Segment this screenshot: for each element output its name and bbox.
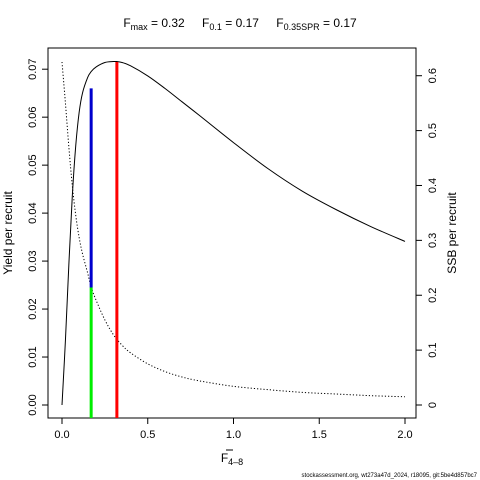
- y-right-tick-label: 0.6: [427, 68, 439, 83]
- y-right-tick-label: 0.3: [427, 233, 439, 248]
- fspr-subscript: 0.35SPR: [284, 22, 321, 32]
- y-right-tick-label: 0: [427, 402, 439, 408]
- fmax-value: = 0.32: [148, 16, 185, 30]
- plot-frame: [47, 47, 417, 419]
- y-left-tick-label: 0.02: [27, 298, 39, 319]
- y-left-tick-label: 0.03: [27, 250, 39, 271]
- f01-value: = 0.17: [222, 16, 259, 30]
- x-axis-label-sub: 4–8: [228, 457, 243, 467]
- y-left-tick-label: 0.01: [27, 346, 39, 367]
- y-left-tick-label: 0.06: [27, 106, 39, 127]
- yield-per-recruit-line: [61, 60, 406, 406]
- y-right-tick-label: 0.2: [427, 288, 439, 303]
- fspr-value: = 0.17: [320, 16, 357, 30]
- y-left-tick-label: 0.00: [27, 394, 39, 415]
- svg-text:F4–8: F4–8: [221, 451, 243, 467]
- fspr-label: F: [276, 16, 283, 30]
- x-tick-label: 2.0: [397, 429, 412, 441]
- x-tick-label: 1.5: [312, 429, 327, 441]
- x-axis-title: F4–8: [221, 449, 243, 467]
- chart-title: Fmax = 0.32 F0.1 = 0.17 F0.35SPR = 0.17: [123, 16, 357, 32]
- y-right-tick-label: 0.1: [427, 342, 439, 357]
- x-tick-label: 0.0: [54, 429, 69, 441]
- y-right-tick-label: 0.5: [427, 123, 439, 138]
- reference-lines: [89, 62, 119, 418]
- x-tick-label: 0.5: [140, 429, 155, 441]
- y-axis-right: 0 0.1 0.2 0.3 0.4 0.5 0.6: [416, 68, 439, 408]
- x-axis-label-main: F: [221, 451, 228, 465]
- fmax-label: F: [123, 16, 130, 30]
- y-right-tick-label: 0.4: [427, 178, 439, 193]
- y-left-tick-label: 0.07: [27, 58, 39, 79]
- f01-subscript: 0.1: [209, 22, 222, 32]
- y-left-tick-label: 0.05: [27, 154, 39, 175]
- y-axis-right-label: SSB per recruit: [445, 192, 459, 274]
- y-axis-left: 0.00 0.01 0.02 0.03 0.04 0.05 0.06 0.07: [27, 58, 48, 416]
- y-left-tick-label: 0.04: [27, 202, 39, 223]
- fmax-subscript: max: [131, 22, 149, 32]
- x-tick-label: 1.0: [226, 429, 241, 441]
- y-axis-left-label: Yield per recruit: [1, 191, 15, 275]
- f01-label: F: [202, 16, 209, 30]
- series-layer: [61, 60, 406, 406]
- ssb-per-recruit-line: [61, 61, 406, 398]
- x-axis: 0.0 0.5 1.0 1.5 2.0: [54, 418, 413, 441]
- footer-credit: stockassessment.org, wt273a47d_2024, r18…: [302, 473, 478, 479]
